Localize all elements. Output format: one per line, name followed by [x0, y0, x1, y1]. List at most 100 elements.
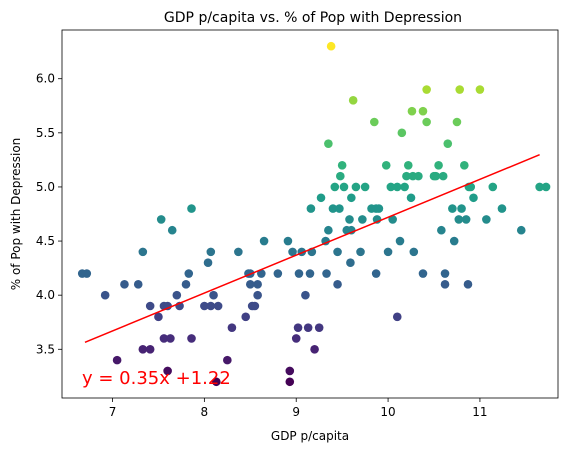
- scatter-point: [200, 301, 209, 311]
- scatter-point: [234, 247, 243, 257]
- scatter-point: [452, 117, 462, 127]
- scatter-point: [345, 215, 354, 224]
- scatter-point: [310, 344, 319, 354]
- scatter-point: [347, 193, 356, 203]
- scatter-point: [488, 182, 498, 192]
- scatter-point: [347, 225, 356, 235]
- scatter-point: [253, 280, 262, 289]
- scatter-point: [294, 269, 304, 278]
- scatter-point: [273, 269, 283, 278]
- scatter-point: [212, 377, 221, 387]
- scatter-point: [339, 182, 349, 192]
- scatter-point: [443, 139, 453, 148]
- scatter-point: [133, 280, 143, 289]
- chart-title: GDP p/capita vs. % of Pop with Depressio…: [164, 10, 462, 26]
- scatter-point: [457, 204, 466, 213]
- scatter-point: [438, 171, 448, 181]
- scatter-point: [213, 301, 223, 311]
- scatter-point: [203, 258, 213, 268]
- scatter-point: [156, 215, 166, 224]
- scatter-point: [535, 182, 544, 192]
- scatter-point: [348, 96, 358, 105]
- scatter-point: [455, 85, 465, 94]
- scatter-point: [460, 160, 469, 170]
- scatter-point: [374, 204, 384, 213]
- scatter-point: [145, 301, 155, 311]
- scatter-point: [333, 280, 342, 289]
- scatter-point: [166, 334, 175, 343]
- scatter-point: [440, 269, 450, 278]
- y-tick-label: 5.0: [36, 180, 55, 194]
- y-tick-label: 4.5: [36, 234, 55, 248]
- scatter-point: [82, 269, 92, 278]
- y-tick-label: 4.0: [36, 288, 55, 302]
- scatter-point: [112, 355, 122, 365]
- scatter-point: [337, 160, 347, 170]
- scatter-point: [360, 182, 370, 192]
- scatter-point: [181, 280, 191, 289]
- scatter-point: [395, 236, 405, 246]
- points-layer: [77, 41, 551, 387]
- scatter-point: [293, 323, 303, 332]
- x-tick-label: 11: [472, 405, 487, 419]
- scatter-point: [369, 117, 379, 127]
- scatter-point: [418, 269, 428, 278]
- scatter-point: [397, 128, 407, 138]
- scatter-point: [120, 280, 129, 289]
- scatter-point: [463, 280, 473, 289]
- y-tick-label: 6.0: [36, 72, 55, 86]
- scatter-point: [392, 182, 402, 192]
- scatter-point: [335, 204, 344, 213]
- y-axis-label: % of Pop with Depression: [9, 138, 23, 291]
- scatter-point: [440, 280, 450, 289]
- scatter-point: [245, 280, 255, 289]
- scatter-point: [461, 215, 471, 224]
- scatter-point: [475, 85, 485, 94]
- scatter-point: [381, 160, 391, 170]
- scatter-point: [351, 182, 361, 192]
- scatter-point: [316, 193, 326, 203]
- y-axis-ticks: 3.5 4.0 4.5 5.0 5.5 6.0: [36, 72, 62, 356]
- scatter-point: [434, 160, 443, 170]
- scatter-point: [291, 334, 301, 343]
- scatter-point: [184, 269, 194, 278]
- scatter-point: [469, 193, 478, 203]
- scatter-point: [301, 290, 310, 300]
- scatter-point: [138, 247, 148, 257]
- scatter-point: [407, 106, 417, 116]
- scatter-point: [448, 204, 457, 213]
- scatter-point: [330, 182, 340, 192]
- scatter-point: [206, 247, 216, 257]
- scatter-point: [431, 171, 441, 181]
- scatter-point: [326, 41, 336, 51]
- scatter-point: [336, 171, 345, 181]
- scatter-point: [414, 171, 423, 181]
- x-tick-label: 9: [292, 405, 300, 419]
- scatter-point: [454, 215, 464, 224]
- plot-border: [61, 29, 559, 399]
- scatter-point: [383, 247, 393, 257]
- x-tick-label: 8: [201, 405, 209, 419]
- scatter-point: [403, 160, 413, 170]
- y-tick-label: 3.5: [36, 342, 55, 356]
- scatter-point: [333, 247, 342, 257]
- x-tick-label: 10: [380, 405, 395, 419]
- scatter-point: [516, 225, 526, 235]
- scatter-point: [356, 247, 365, 257]
- scatter-point: [328, 204, 338, 213]
- scatter-point: [285, 377, 295, 387]
- scatter-point: [358, 215, 367, 224]
- regression-line: [84, 154, 540, 343]
- x-axis-label: GDP p/capita: [271, 429, 349, 443]
- scatter-point: [324, 139, 333, 148]
- scatter-point: [154, 312, 163, 322]
- scatter-point: [145, 344, 155, 354]
- scatter-point: [371, 269, 381, 278]
- scatter-point: [288, 247, 297, 257]
- scatter-point: [172, 290, 182, 300]
- regression-layer: [84, 154, 540, 343]
- scatter-point: [497, 204, 507, 213]
- scatter-point: [250, 301, 260, 311]
- x-axis-ticks: 7 8 9 10 11: [109, 398, 488, 419]
